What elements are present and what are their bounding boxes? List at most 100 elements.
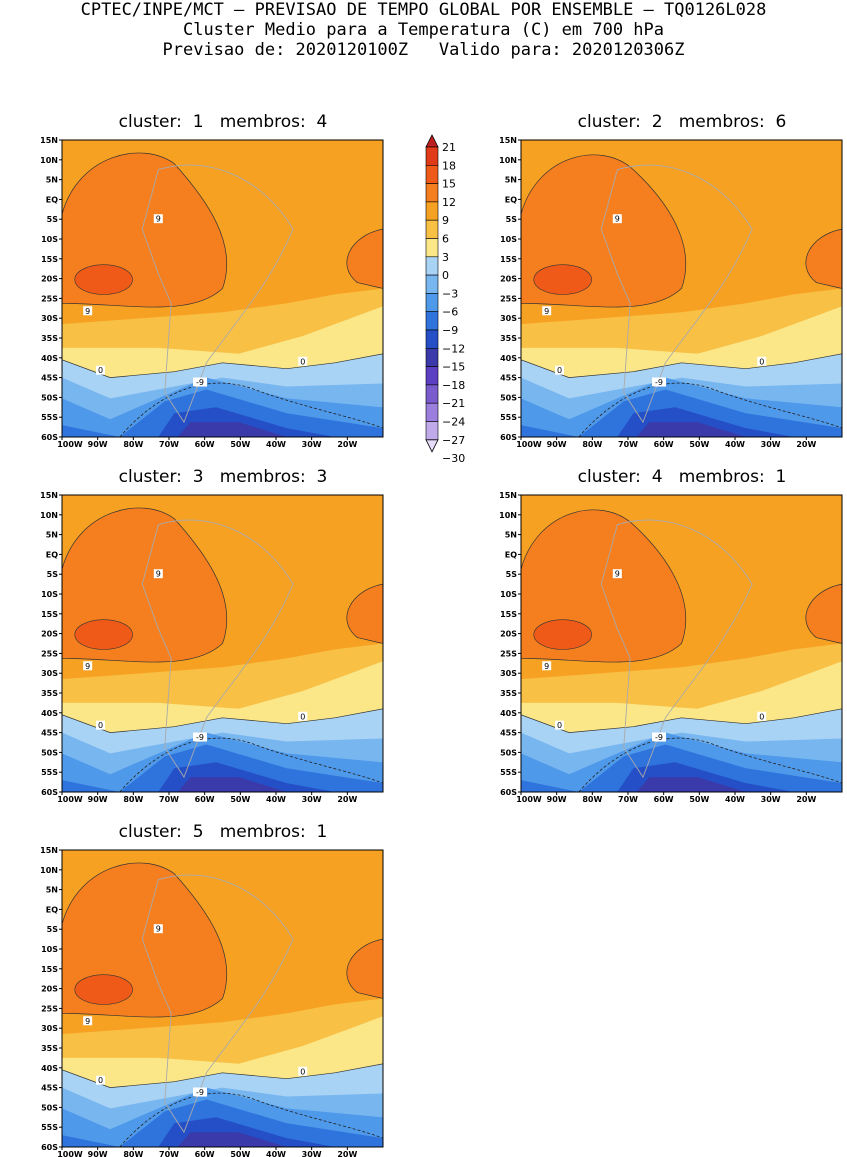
lat-tick-label: 25S: [41, 294, 58, 303]
lat-tick-label: 5S: [47, 570, 59, 579]
contour-label-bg: [83, 306, 93, 316]
lon-tick-label: 90W: [88, 1150, 108, 1157]
contour-label: -9: [196, 1088, 204, 1097]
chart-title-line2: Cluster Medio para a Temperatura (C) em …: [182, 20, 665, 40]
colorbar-swatch: [425, 274, 439, 294]
lat-tick-label: 5N: [46, 176, 58, 185]
colorbar-swatch: [425, 347, 439, 367]
lat-tick-label: 5N: [505, 176, 517, 185]
colorbar-top-arrow: [425, 134, 439, 148]
colorbar-swatch: [425, 384, 439, 404]
colorbar-label: −21: [442, 397, 465, 410]
colorbar-label: 6: [442, 233, 449, 246]
lat-tick-label: 35S: [500, 334, 517, 343]
lon-tick-label: 100W: [516, 440, 542, 449]
colorbar-swatch: [425, 421, 439, 441]
lat-tick-label: 45S: [500, 374, 517, 383]
colorbar-swatch: [425, 366, 439, 386]
lon-tick-label: 90W: [88, 795, 108, 804]
lat-tick-label: 60S: [41, 1143, 58, 1152]
lat-tick-label: 20S: [41, 630, 58, 639]
contour-label: 0: [300, 1067, 305, 1076]
lat-tick-label: 20S: [500, 275, 517, 284]
lat-tick-label: 50S: [41, 1103, 58, 1112]
chart-title-line3: Previsao de: 2020120100Z Valido para: 20…: [162, 40, 685, 60]
lat-tick-label: 10N: [40, 511, 58, 520]
lon-tick-label: 70W: [159, 1150, 179, 1157]
map-panel-4: 15N 10N 5N EQ 5S 10S 15S 20S 25S 30S 35S 40S 45S 50S 5…: [499, 491, 843, 804]
lat-tick-label: 10N: [499, 156, 517, 165]
lat-tick-label: 30S: [500, 314, 517, 323]
contour-label: 9: [85, 307, 90, 316]
band-m18-m15: [62, 777, 383, 792]
colorbar-swatch: [425, 146, 439, 166]
colorbar-label: −18: [442, 379, 465, 392]
contour-label-bg: [555, 365, 565, 375]
panel-frame: [520, 139, 843, 438]
colorbar-swatch: [425, 165, 439, 184]
contour-label-bg: [652, 732, 667, 742]
lat-tick-label: 60S: [41, 433, 58, 442]
contour-label-bg: [96, 1075, 106, 1085]
map-panel-3: 15N 10N 5N EQ 5S 10S 15S 20S 25S 30S 35S 40S 45S 50S 5…: [40, 491, 384, 804]
lat-tick-label: 40S: [500, 709, 517, 718]
lat-tick-label: 25S: [41, 1004, 58, 1013]
band-m18-m15: [521, 422, 842, 437]
contour-label-bg: [652, 377, 667, 387]
lon-tick-label: 70W: [159, 440, 179, 449]
lat-tick-label: 35S: [500, 689, 517, 698]
lon-tick-label: 40W: [266, 440, 286, 449]
lat-tick-label: 5S: [506, 215, 518, 224]
coastline: [600, 519, 753, 779]
lon-tick-label: 60W: [654, 795, 674, 804]
colorbar-label: 3: [442, 251, 449, 264]
panel-title-cluster-2: cluster: 2 membros: 6: [577, 112, 787, 132]
lon-tick-label: 50W: [230, 440, 250, 449]
lat-tick-label: 45S: [41, 729, 58, 738]
lat-tick-label: 20S: [41, 275, 58, 284]
panel-title-cluster-5: cluster: 5 membros: 1: [118, 822, 328, 842]
contour-label-bg: [612, 214, 622, 224]
lat-tick-label: 10S: [500, 590, 517, 599]
contour-label: 0: [759, 712, 764, 721]
colorbar-label: −15: [442, 361, 465, 374]
contour-label: 0: [557, 366, 562, 375]
lat-tick-label: 50S: [41, 748, 58, 757]
band-m15-m12: [62, 1117, 383, 1147]
contour-label: 0: [300, 357, 305, 366]
coastline: [600, 164, 753, 424]
lat-tick-label: 20S: [41, 985, 58, 994]
lon-tick-label: 20W: [337, 1150, 357, 1157]
band-9-12-east: [805, 583, 843, 644]
band-m18-m15: [62, 1132, 383, 1147]
colorbar-label: −12: [442, 342, 465, 355]
lat-tick-label: 30S: [41, 1024, 58, 1033]
band-m18-m15: [521, 777, 842, 792]
lat-tick-label: 15N: [40, 136, 58, 145]
band-12-15-core: [533, 264, 592, 295]
panel-frame: [61, 494, 384, 793]
lat-tick-label: 55S: [500, 768, 517, 777]
contour-label: 0: [98, 366, 103, 375]
colorbar-label: 21: [442, 141, 456, 154]
lon-tick-label: 90W: [547, 440, 567, 449]
contour-label-bg: [298, 1066, 308, 1076]
band-12-15-core: [74, 619, 133, 650]
lon-tick-label: 60W: [654, 440, 674, 449]
contour-label-bg: [193, 377, 208, 387]
map-panel-2: 15N 10N 5N EQ 5S 10S 15S 20S 25S 30S 35S 40S 45S 50S 5…: [499, 136, 843, 449]
band-12-15-core: [533, 619, 592, 650]
lat-tick-label: 30S: [41, 314, 58, 323]
colorbar-swatch: [425, 329, 439, 349]
contour-label-bg: [83, 1016, 93, 1026]
lat-tick-label: 40S: [500, 354, 517, 363]
lat-tick-label: 15N: [499, 491, 517, 500]
lon-tick-label: 40W: [266, 795, 286, 804]
lat-tick-label: 55S: [41, 1123, 58, 1132]
contour-label-bg: [757, 711, 767, 721]
contour-label-bg: [153, 924, 163, 934]
colorbar-swatch: [425, 219, 439, 239]
lon-tick-label: 20W: [337, 440, 357, 449]
lat-tick-label: 15S: [41, 965, 58, 974]
contour-label-bg: [96, 365, 106, 375]
